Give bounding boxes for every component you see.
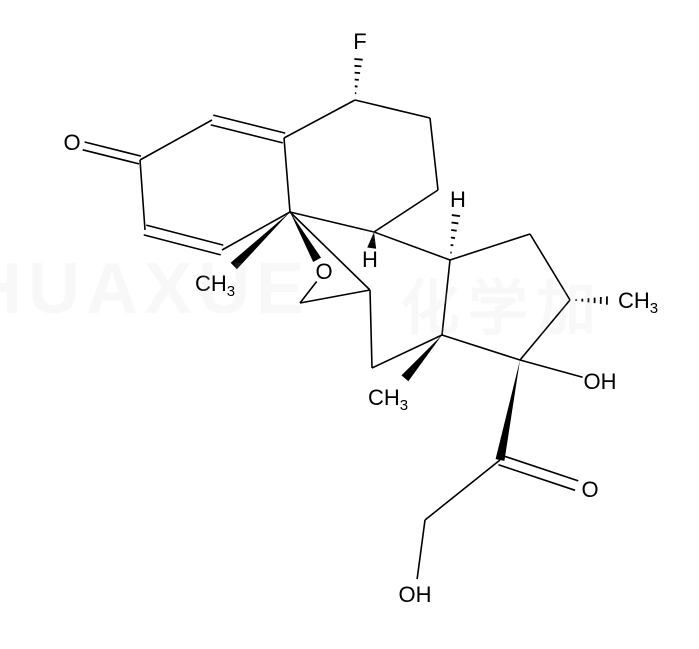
svg-text:H: H (362, 247, 378, 272)
svg-text:O: O (315, 259, 332, 284)
svg-text:OH: OH (399, 582, 432, 607)
svg-text:CH3: CH3 (195, 271, 235, 300)
svg-text:H: H (450, 187, 466, 212)
svg-text:F: F (353, 29, 366, 54)
svg-text:CH3: CH3 (618, 288, 658, 317)
svg-text:O: O (63, 130, 80, 155)
chemical-structure-svg: O F H H CH3 CH3 CH3 OH O OH O (0, 0, 699, 649)
svg-text:CH3: CH3 (368, 385, 408, 414)
svg-text:OH: OH (584, 369, 617, 394)
svg-text:O: O (581, 477, 598, 502)
